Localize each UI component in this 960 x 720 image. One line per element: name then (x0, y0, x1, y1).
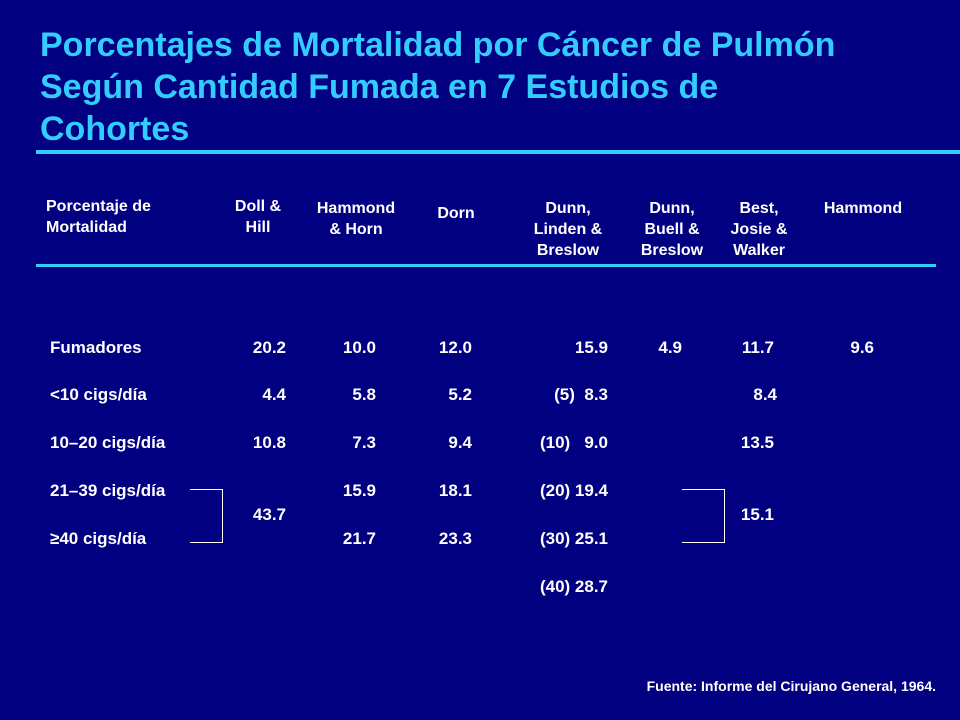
hammond-horn-fumadores: 10.0 (342, 338, 376, 357)
header-line: Best, (739, 200, 779, 217)
header-line: Dorn (437, 205, 475, 222)
header-line: & Horn (329, 221, 383, 238)
hammond-horn-21-39: 15.9 (342, 481, 376, 500)
header-rule (36, 264, 936, 267)
header-line: Dunn, (649, 200, 695, 217)
bracket-best-josie (682, 489, 725, 543)
header-best-josie-walker: Best, Josie & Walker (718, 198, 800, 261)
dunn-buell-fumadores: 4.9 (658, 338, 682, 357)
header-doll-hill: Doll & Hill (218, 196, 298, 238)
hammond-horn-ge40: 21.7 (342, 529, 376, 548)
header-line: Mortalidad (46, 219, 127, 236)
slide-title: Porcentajes de Mortalidad por Cáncer de … (40, 24, 940, 150)
hammond-horn-10-20: 7.3 (352, 433, 376, 452)
dorn-21-39: 18.1 (438, 481, 472, 500)
dorn-lt10: 5.2 (448, 385, 472, 404)
header-line: Hammond (316, 200, 396, 217)
best-josie-lt10: 8.4 (753, 385, 777, 404)
dorn-fumadores: 12.0 (438, 338, 472, 357)
header-line: Breslow (536, 242, 600, 259)
dunn-linden-20: (20) 19.4 (539, 481, 608, 500)
dunn-linden-30: (30) 25.1 (539, 529, 608, 548)
doll-hill-fumadores: 20.2 (252, 338, 286, 357)
header-line: Dunn, (545, 200, 591, 217)
title-rule (36, 150, 960, 154)
header-line: Breslow (640, 242, 704, 259)
doll-hill-10-20: 10.8 (252, 433, 286, 452)
best-josie-10-20: 13.5 (740, 433, 774, 452)
header-line: Walker (733, 242, 785, 259)
hammond-horn-lt10: 5.8 (352, 385, 376, 404)
header-dorn: Dorn (420, 203, 492, 224)
bracket-doll-hill (190, 489, 223, 543)
header-line: Josie & (730, 221, 788, 238)
row-label-10-20: 10–20 cigs/día (50, 433, 166, 452)
title-line-2: Según Cantidad Fumada en 7 Estudios de (40, 68, 719, 106)
header-line: Porcentaje de (46, 198, 151, 215)
header-hammond-horn: Hammond & Horn (306, 198, 406, 240)
row-label-fumadores: Fumadores (50, 338, 142, 357)
title-line-1: Porcentajes de Mortalidad por Cáncer de … (40, 26, 836, 64)
row-label-21-39: 21–39 cigs/día (50, 481, 166, 500)
row-label-lt10: <10 cigs/día (50, 385, 147, 404)
dorn-10-20: 9.4 (448, 433, 472, 452)
header-porcentaje: Porcentaje de Mortalidad (46, 196, 196, 238)
header-line: Hill (245, 219, 271, 236)
header-hammond: Hammond (808, 198, 918, 219)
best-josie-21-plus: 15.1 (740, 505, 774, 524)
header-dunn-buell-breslow: Dunn, Buell & Breslow (626, 198, 718, 261)
source-note: Fuente: Informe del Cirujano General, 19… (646, 678, 936, 694)
header-line: Doll & (234, 198, 282, 215)
header-dunn-linden-breslow: Dunn, Linden & Breslow (518, 198, 618, 261)
header-line: Hammond (823, 200, 903, 217)
dorn-ge40: 23.3 (438, 529, 472, 548)
title-line-3: Cohortes (40, 110, 190, 148)
dunn-linden-5: (5) 8.3 (554, 385, 608, 404)
hammond-fumadores: 9.6 (850, 338, 874, 357)
doll-hill-lt10: 4.4 (262, 385, 286, 404)
doll-hill-21-plus: 43.7 (252, 505, 286, 524)
header-line: Linden & (533, 221, 603, 238)
best-josie-fumadores: 11.7 (741, 338, 774, 357)
dunn-linden-10: (10) 9.0 (539, 433, 608, 452)
dunn-linden-fumadores: 15.9 (574, 338, 608, 357)
row-label-ge40: ≥40 cigs/día (50, 529, 147, 548)
header-line: Buell & (644, 221, 700, 238)
dunn-linden-40: (40) 28.7 (539, 577, 608, 596)
